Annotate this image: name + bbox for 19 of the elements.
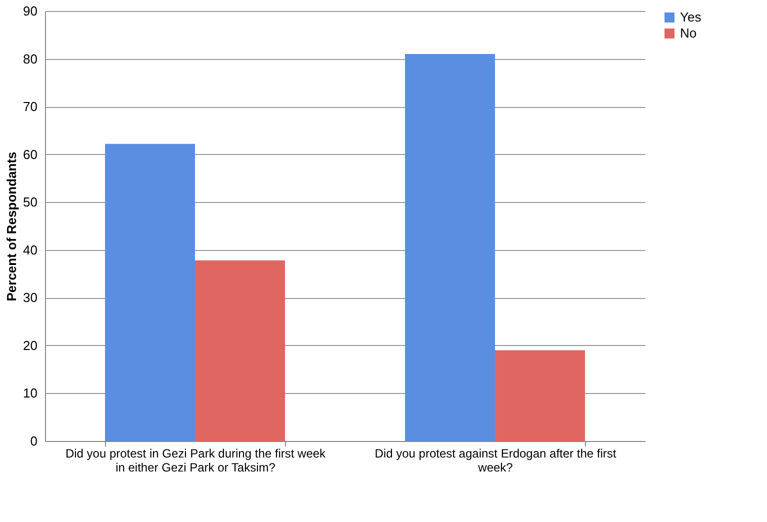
x-tick-label: Did you protest in Gezi Park during the first week in either Gezi Park or Taksim? (65, 446, 327, 474)
bar (495, 350, 585, 441)
y-tick-label: 40 (23, 242, 38, 258)
y-tick-label: 30 (23, 290, 38, 306)
y-tick-label: 90 (23, 4, 38, 18)
y-tick-label: 0 (30, 434, 38, 448)
y-tick-label: 20 (23, 338, 38, 353)
y-tick-label: 80 (23, 51, 38, 66)
bar (195, 260, 285, 441)
x-tick-label: Did you protest against Erdogan after the first week? (374, 446, 617, 474)
legend-label: Yes (680, 10, 702, 24)
y-tick-label: 50 (23, 194, 38, 210)
y-axis-title: Percent of Respondants (4, 152, 20, 302)
legend-label: No (680, 26, 697, 40)
bar (405, 54, 495, 441)
y-tick-label: 10 (23, 386, 38, 401)
y-tick-label: 70 (23, 99, 38, 114)
y-tick-label: 60 (23, 146, 38, 162)
bar (105, 144, 195, 441)
